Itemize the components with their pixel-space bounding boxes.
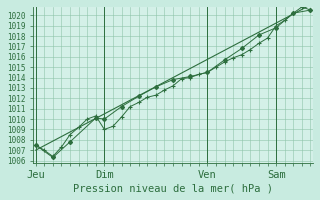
X-axis label: Pression niveau de la mer( hPa ): Pression niveau de la mer( hPa ) <box>73 183 273 193</box>
